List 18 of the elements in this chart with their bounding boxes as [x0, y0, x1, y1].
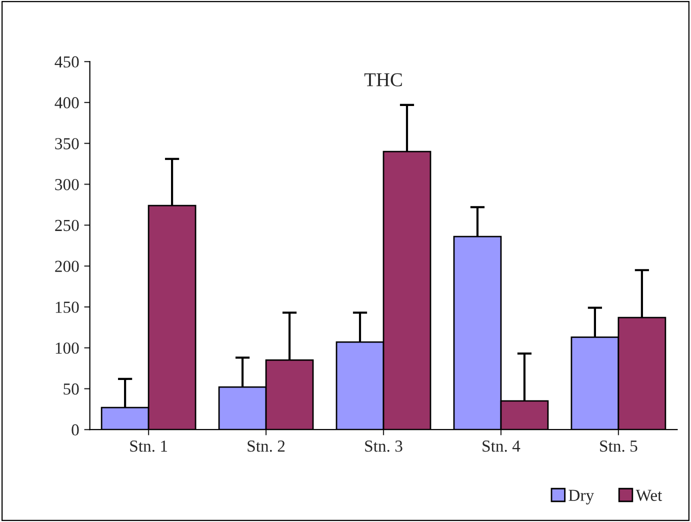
y-tick-label: 150	[56, 302, 79, 313]
y-tick-label: 0	[72, 424, 79, 436]
x-tick-label: Stn. 2	[248, 440, 285, 452]
legend-label: Dry	[568, 490, 594, 504]
y-tick-label: 450	[54, 56, 79, 68]
y-tick-label: 100	[56, 342, 79, 354]
x-tick-label: Stn. 5	[600, 440, 638, 452]
chart-title: THC	[364, 73, 402, 86]
y-tick-label: 350	[55, 138, 79, 150]
x-tick-label: Stn. 1	[130, 440, 168, 452]
y-tick-label: 50	[64, 383, 79, 395]
y-tick-label: 200	[55, 260, 79, 272]
y-tick-label: 250	[55, 220, 79, 232]
y-tick-label: 400	[54, 97, 79, 108]
x-tick-label: Stn. 3	[365, 440, 402, 452]
legend-label: Wet	[636, 490, 662, 502]
x-tick-label: Stn. 4	[482, 440, 520, 452]
y-tick-label: 300	[55, 178, 79, 190]
